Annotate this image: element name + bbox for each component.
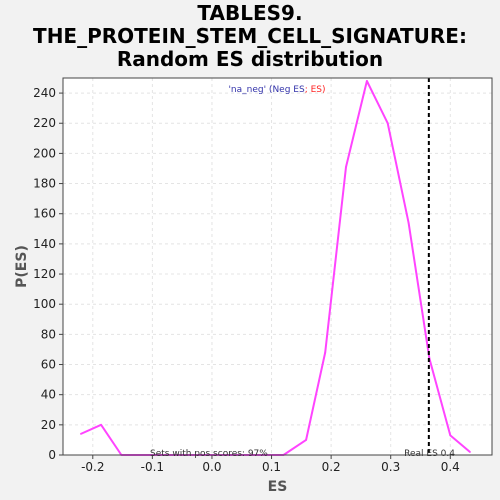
y-tick-label: 240 xyxy=(33,86,56,100)
plot-area xyxy=(63,78,492,455)
es-distribution-point xyxy=(407,221,410,224)
es-distribution-point xyxy=(365,80,368,82)
y-tick-label: 160 xyxy=(33,207,56,221)
x-tick-label: 0.3 xyxy=(381,460,400,474)
x-tick-label: 0.2 xyxy=(322,460,341,474)
es-distribution-point xyxy=(324,351,327,354)
x-tick-label: -0.1 xyxy=(141,460,164,474)
chart-title-line-1: TABLES9. xyxy=(197,1,303,25)
x-tick-label: 0.1 xyxy=(262,460,281,474)
annotation-pos-scores: Sets with pos scores: 97% xyxy=(150,449,268,459)
plot-frame xyxy=(62,77,493,456)
x-axis-label: ES xyxy=(268,479,288,495)
legend-pos-es: ES xyxy=(311,85,323,95)
es-distribution-point xyxy=(449,434,452,437)
legend: 'na_neg' (Neg ES; ES) xyxy=(228,85,325,95)
x-tick-label: 0.4 xyxy=(441,460,460,474)
x-tick-label: 0.0 xyxy=(202,460,221,474)
es-distribution-point xyxy=(469,451,471,453)
y-tick-label: 220 xyxy=(33,116,56,130)
y-tick-label: 200 xyxy=(33,146,56,160)
es-distribution-point xyxy=(345,166,347,168)
chart-title: TABLES9. THE_PROTEIN_STEM_CELL_SIGNATURE… xyxy=(0,2,500,71)
legend-suffix: ) xyxy=(322,85,326,95)
chart-title-line-3: Random ES distribution xyxy=(116,47,384,71)
x-tick-label: -0.2 xyxy=(81,460,104,474)
axis-ticks: 0 20 40 60 80 100 120 140 160 180 200 220 240 -0.2 -0.… xyxy=(33,86,460,474)
y-tick-label: 100 xyxy=(33,297,56,311)
legend-neg-es: Neg ES xyxy=(272,85,305,95)
y-axis-label: P(ES) xyxy=(14,245,30,288)
y-tick-label: 20 xyxy=(41,418,56,432)
chart-title-line-2: THE_PROTEIN_STEM_CELL_SIGNATURE: xyxy=(33,24,467,48)
es-distribution-point xyxy=(305,439,307,441)
es-distribution-point xyxy=(100,423,103,426)
y-tick-label: 80 xyxy=(41,327,56,341)
y-tick-label: 180 xyxy=(33,177,56,191)
annotation-real-es: Real ES 0.4 xyxy=(404,449,455,459)
es-distribution-point xyxy=(79,432,82,435)
y-tick-label: 60 xyxy=(41,358,56,372)
y-tick-label: 0 xyxy=(48,448,56,462)
y-tick-label: 40 xyxy=(41,388,56,402)
legend-separator: ; xyxy=(305,85,311,95)
legend-prefix: 'na_neg' ( xyxy=(228,85,272,95)
y-tick-label: 120 xyxy=(33,267,56,281)
es-distribution-point xyxy=(386,122,389,125)
y-tick-label: 140 xyxy=(33,237,56,251)
